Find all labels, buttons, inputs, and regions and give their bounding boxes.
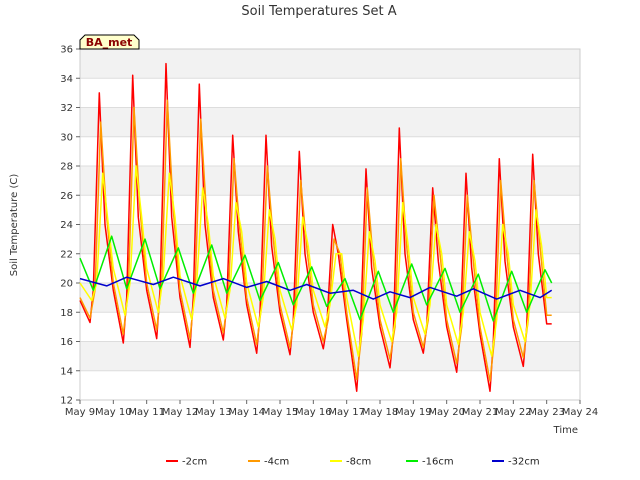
x-tick-label: May 16 bbox=[295, 407, 332, 418]
background-band bbox=[80, 341, 580, 371]
x-tick-label: May 18 bbox=[362, 407, 399, 418]
y-tick-label: 24 bbox=[60, 220, 73, 231]
legend-label: -32cm bbox=[508, 457, 540, 468]
legend: -2cm -4cm -8cm -16cm -32cm bbox=[166, 457, 540, 468]
x-tick-label: May 9 bbox=[65, 407, 95, 418]
x-tick-label: May 21 bbox=[462, 407, 499, 418]
legend-label: -16cm bbox=[422, 457, 454, 468]
legend-label: -8cm bbox=[346, 457, 371, 468]
series-lines bbox=[79, 62, 553, 392]
series-line-32cm bbox=[79, 276, 553, 300]
y-tick-label: 36 bbox=[60, 45, 73, 56]
chart-title: Soil Temperatures Set A bbox=[241, 4, 396, 19]
y-tick-label: 16 bbox=[60, 337, 73, 348]
x-tick-label: May 12 bbox=[162, 407, 199, 418]
background-band bbox=[80, 136, 580, 166]
station-label-badge bbox=[79, 34, 140, 50]
y-tick-label: 18 bbox=[60, 308, 73, 319]
x-tick-label: May 13 bbox=[195, 407, 232, 418]
y-tick-label: 14 bbox=[60, 366, 73, 377]
y-tick-label: 34 bbox=[60, 74, 73, 85]
background-band bbox=[80, 370, 580, 400]
legend-label: -4cm bbox=[264, 457, 289, 468]
x-tick-label: May 19 bbox=[395, 407, 432, 418]
legend-label: -2cm bbox=[182, 457, 207, 468]
x-tick-label: May 10 bbox=[95, 407, 132, 418]
y-axis-title: Soil Temperature (C) bbox=[9, 174, 20, 277]
x-axis-title: Time bbox=[553, 425, 578, 436]
background-band bbox=[80, 49, 580, 79]
background-band bbox=[80, 166, 580, 196]
x-tick-label: May 22 bbox=[495, 407, 532, 418]
y-tick-label: 32 bbox=[60, 103, 73, 114]
x-tick-label: May 23 bbox=[528, 407, 565, 418]
x-tick-label: May 24 bbox=[562, 407, 599, 418]
x-tick-label: May 11 bbox=[128, 407, 165, 418]
series-line-16cm bbox=[79, 235, 553, 322]
y-tick-label: 12 bbox=[60, 396, 73, 407]
y-tick-label: 20 bbox=[60, 279, 73, 290]
x-tick-label: May 14 bbox=[228, 407, 265, 418]
background-band bbox=[80, 107, 580, 137]
background-band bbox=[80, 195, 580, 225]
background-band bbox=[80, 78, 580, 108]
x-tick-label: May 15 bbox=[262, 407, 299, 418]
y-tick-label: 28 bbox=[60, 162, 73, 173]
station-label-box: BA_met bbox=[79, 34, 140, 50]
x-tick-label: May 20 bbox=[428, 407, 465, 418]
x-tick-label: May 17 bbox=[328, 407, 365, 418]
y-tick-label: 22 bbox=[60, 249, 73, 260]
y-tick-label: 30 bbox=[60, 132, 73, 143]
y-tick-label: 26 bbox=[60, 191, 73, 202]
y-axis-ticks: 12 14 16 18 20 22 24 26 28 30 32 34 36 bbox=[60, 45, 80, 407]
station-label: BA_met bbox=[86, 36, 133, 49]
